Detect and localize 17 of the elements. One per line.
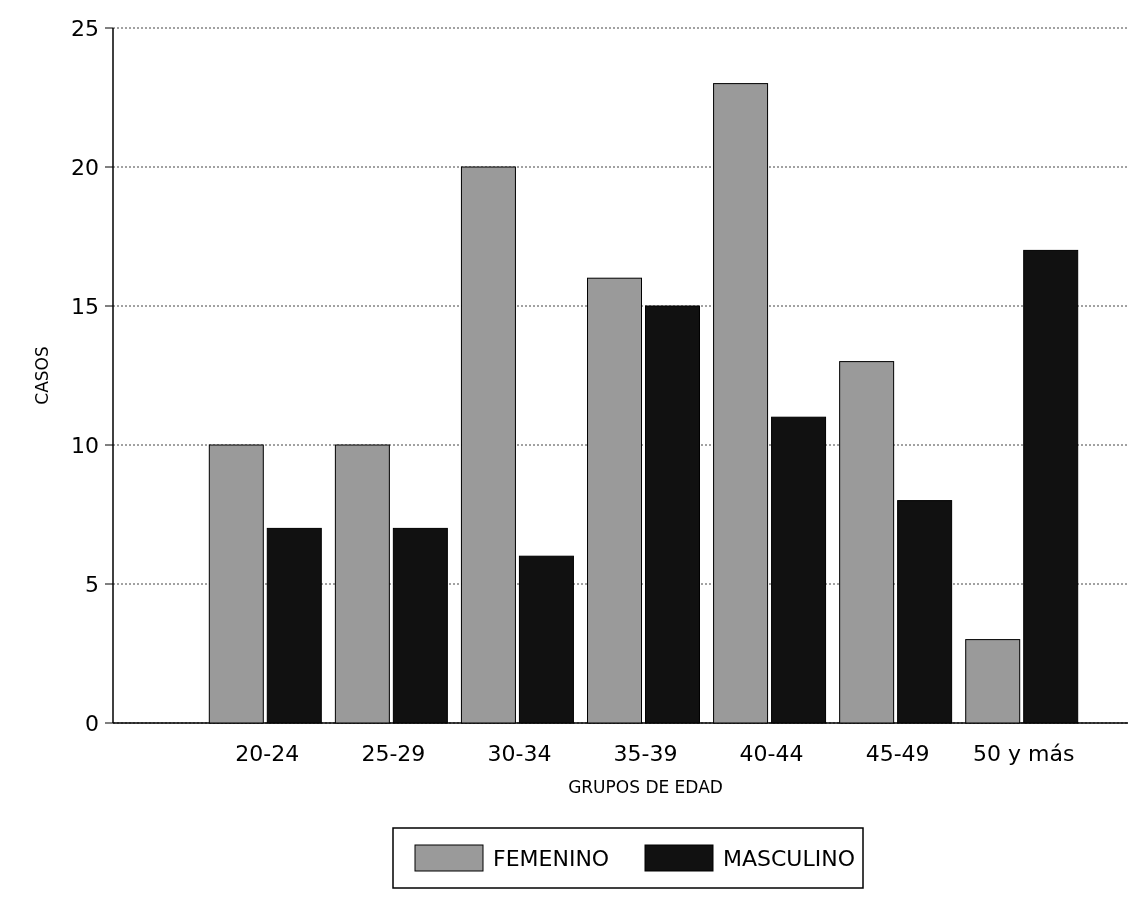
- x-tick-label: 45-49: [865, 741, 930, 766]
- y-tick-label: 10: [71, 432, 99, 458]
- x-tick-label: 35-39: [613, 741, 678, 766]
- y-axis-title: CASOS: [32, 346, 52, 405]
- x-tick-label: 50 y más: [973, 741, 1075, 766]
- x-tick-label: 20-24: [235, 741, 300, 766]
- x-tick-label: 40-44: [739, 741, 804, 766]
- y-tick-label: 5: [85, 571, 99, 597]
- y-tick-label: 25: [71, 15, 99, 41]
- y-tick-label: 0: [85, 710, 99, 736]
- legend-label: FEMENINO: [493, 845, 610, 871]
- y-tick-label: 20: [71, 154, 99, 180]
- x-tick-label: 25-29: [361, 741, 426, 766]
- x-axis-title: GRUPOS DE EDAD: [568, 777, 723, 797]
- y-tick-label: 15: [71, 293, 99, 319]
- x-tick-label: 30-34: [487, 741, 552, 766]
- legend-label: MASCULINO: [723, 845, 855, 871]
